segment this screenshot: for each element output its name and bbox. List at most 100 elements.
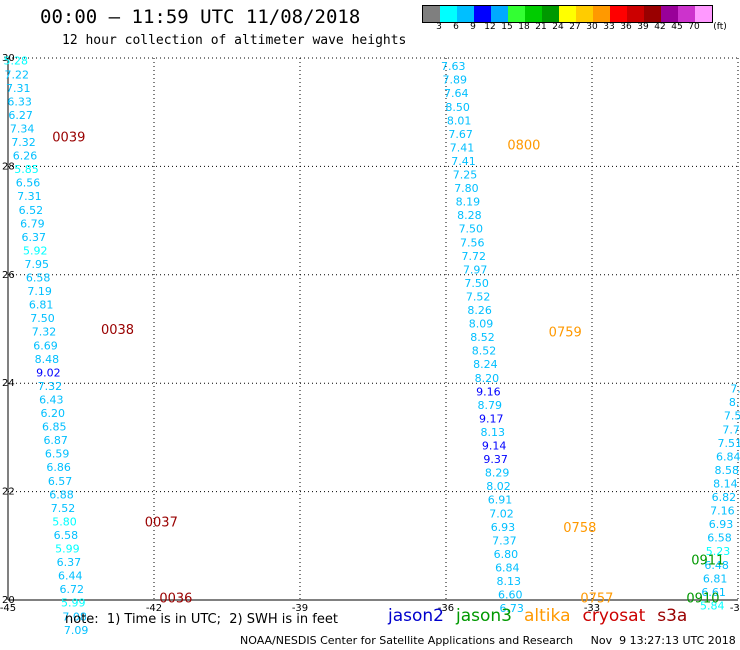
swh-value: 6.86 bbox=[46, 461, 71, 474]
swh-value: 6.81 bbox=[29, 299, 54, 312]
pass-time-label: 0910 bbox=[686, 591, 719, 606]
swh-value: 5.28 bbox=[4, 55, 29, 68]
swh-value: 6.58 bbox=[26, 272, 51, 285]
swh-value: 7.89 bbox=[443, 74, 468, 87]
color-scale-label: 12 bbox=[484, 22, 496, 32]
swh-value: 6.73 bbox=[499, 602, 524, 615]
color-swatch bbox=[474, 6, 491, 22]
pass-time-label: 0800 bbox=[507, 139, 540, 154]
color-swatch bbox=[576, 6, 593, 22]
color-scale-label: 33 bbox=[603, 22, 615, 32]
swh-value: 7. bbox=[730, 383, 740, 396]
legend-entry: cryosat bbox=[582, 606, 646, 626]
swh-value: 8.52 bbox=[472, 345, 497, 358]
y-tick-label: 26 bbox=[2, 270, 15, 281]
swh-value: 6.37 bbox=[22, 231, 47, 244]
swh-value: 7.19 bbox=[27, 285, 52, 298]
swh-value: 7.52 bbox=[466, 290, 491, 303]
color-swatch bbox=[457, 6, 474, 22]
legend-entry: jason3 bbox=[456, 606, 512, 626]
swh-value: 6.37 bbox=[57, 556, 82, 569]
swh-values: 5.287.227.316.336.277.347.326.265.856.56… bbox=[4, 55, 740, 637]
swh-value: 7.5 bbox=[724, 410, 740, 423]
swh-value: 6.43 bbox=[39, 393, 64, 406]
swh-value: 7.34 bbox=[10, 122, 35, 135]
swh-value: 8.28 bbox=[457, 209, 482, 222]
swh-value: 8.24 bbox=[473, 358, 498, 371]
pass-time-labels: 0039 0038 0037 0036 0800 0759 0758 0757 0911 0910 bbox=[52, 131, 724, 607]
swh-value: 7.51 bbox=[717, 437, 740, 450]
swh-value: 5.84 bbox=[700, 599, 725, 612]
swh-value: 8.20 bbox=[475, 372, 500, 385]
color-swatch bbox=[593, 6, 610, 22]
color-swatch bbox=[423, 6, 440, 22]
swh-value: 7.32 bbox=[38, 380, 63, 393]
swh-value: 8. bbox=[729, 396, 740, 409]
swh-value: 8.19 bbox=[456, 196, 481, 209]
swh-value: 5.85 bbox=[14, 163, 39, 176]
swh-value: 8.29 bbox=[485, 467, 510, 480]
swh-value: 6.82 bbox=[712, 491, 737, 504]
axis-tick-labels: -45 -42 -39 -36 -33 -30 20 22 24 26 28 30 bbox=[0, 53, 740, 614]
axis-frame bbox=[7, 58, 738, 601]
swh-value: 8.48 bbox=[35, 353, 60, 366]
swh-value: 6.57 bbox=[48, 475, 73, 488]
swh-value: 8.14 bbox=[713, 477, 738, 490]
swh-value: 6.27 bbox=[8, 109, 33, 122]
color-swatch bbox=[542, 6, 559, 22]
color-scale-label: 9 bbox=[470, 22, 476, 32]
swh-value: 8.13 bbox=[497, 575, 522, 588]
footnote: note: 1) Time is in UTC; 2) SWH is in fe… bbox=[65, 612, 338, 627]
swh-value: 6.26 bbox=[13, 150, 38, 163]
swh-value: 6.56 bbox=[16, 177, 41, 190]
swh-value: 6.52 bbox=[19, 204, 44, 217]
swh-value: 8.26 bbox=[467, 304, 492, 317]
y-tick-label: 20 bbox=[2, 595, 15, 606]
swh-value: 8.01 bbox=[447, 114, 472, 127]
swh-value: 6.44 bbox=[58, 570, 83, 583]
swh-value: 9.17 bbox=[479, 412, 504, 425]
swh-value: 7.31 bbox=[6, 82, 31, 95]
swh-value: 6.20 bbox=[41, 407, 66, 420]
color-scale-label: 42 bbox=[654, 22, 666, 32]
swh-value: 6.87 bbox=[43, 434, 68, 447]
swh-value: 9.02 bbox=[36, 366, 61, 379]
swh-value: 7.50 bbox=[30, 312, 55, 325]
swh-value: 7.72 bbox=[461, 250, 486, 263]
swh-value: 7.67 bbox=[448, 128, 473, 141]
swh-value: 6.81 bbox=[703, 572, 728, 585]
color-swatch bbox=[440, 6, 457, 22]
swh-value: 7.41 bbox=[451, 155, 476, 168]
swh-value: 5.99 bbox=[61, 597, 86, 610]
swh-value: 9.16 bbox=[476, 385, 501, 398]
swh-value: 7.56 bbox=[460, 236, 485, 249]
color-scale-label: 27 bbox=[569, 22, 581, 32]
color-swatch bbox=[525, 6, 542, 22]
color-scale-label: 36 bbox=[620, 22, 632, 32]
color-swatch bbox=[644, 6, 661, 22]
y-tick-label: 28 bbox=[2, 161, 15, 172]
swh-value: 6.48 bbox=[704, 559, 729, 572]
color-swatch bbox=[508, 6, 525, 22]
swh-value: 7.32 bbox=[11, 136, 36, 149]
swh-value: 6.58 bbox=[54, 529, 79, 542]
swh-value: 8.79 bbox=[478, 399, 503, 412]
pass-time-label: 0039 bbox=[52, 131, 85, 146]
x-tick-label: -30 bbox=[730, 603, 740, 614]
color-scale-labels: 3 6 9 12 15 18 21 24 27 30 33 36 39 42 45 70 (ft) bbox=[422, 22, 740, 34]
credit-line: NOAA/NESDIS Center for Satellite Applica… bbox=[240, 634, 736, 647]
swh-value: 8.52 bbox=[470, 331, 495, 344]
swh-value: 6.72 bbox=[60, 583, 85, 596]
satellite-legend: jason2 jason3 altika cryosat s3a bbox=[388, 606, 699, 626]
color-swatch bbox=[559, 6, 576, 22]
color-scale-label: 18 bbox=[518, 22, 530, 32]
color-swatch bbox=[627, 6, 644, 22]
x-tick-label: -42 bbox=[146, 603, 162, 614]
color-swatch bbox=[695, 6, 712, 22]
color-scale-label: 24 bbox=[552, 22, 564, 32]
swh-value: 6.33 bbox=[7, 95, 32, 108]
legend-entry: altika bbox=[524, 606, 571, 626]
swh-value: 7.31 bbox=[17, 190, 42, 203]
swh-value: 6.59 bbox=[45, 448, 70, 461]
